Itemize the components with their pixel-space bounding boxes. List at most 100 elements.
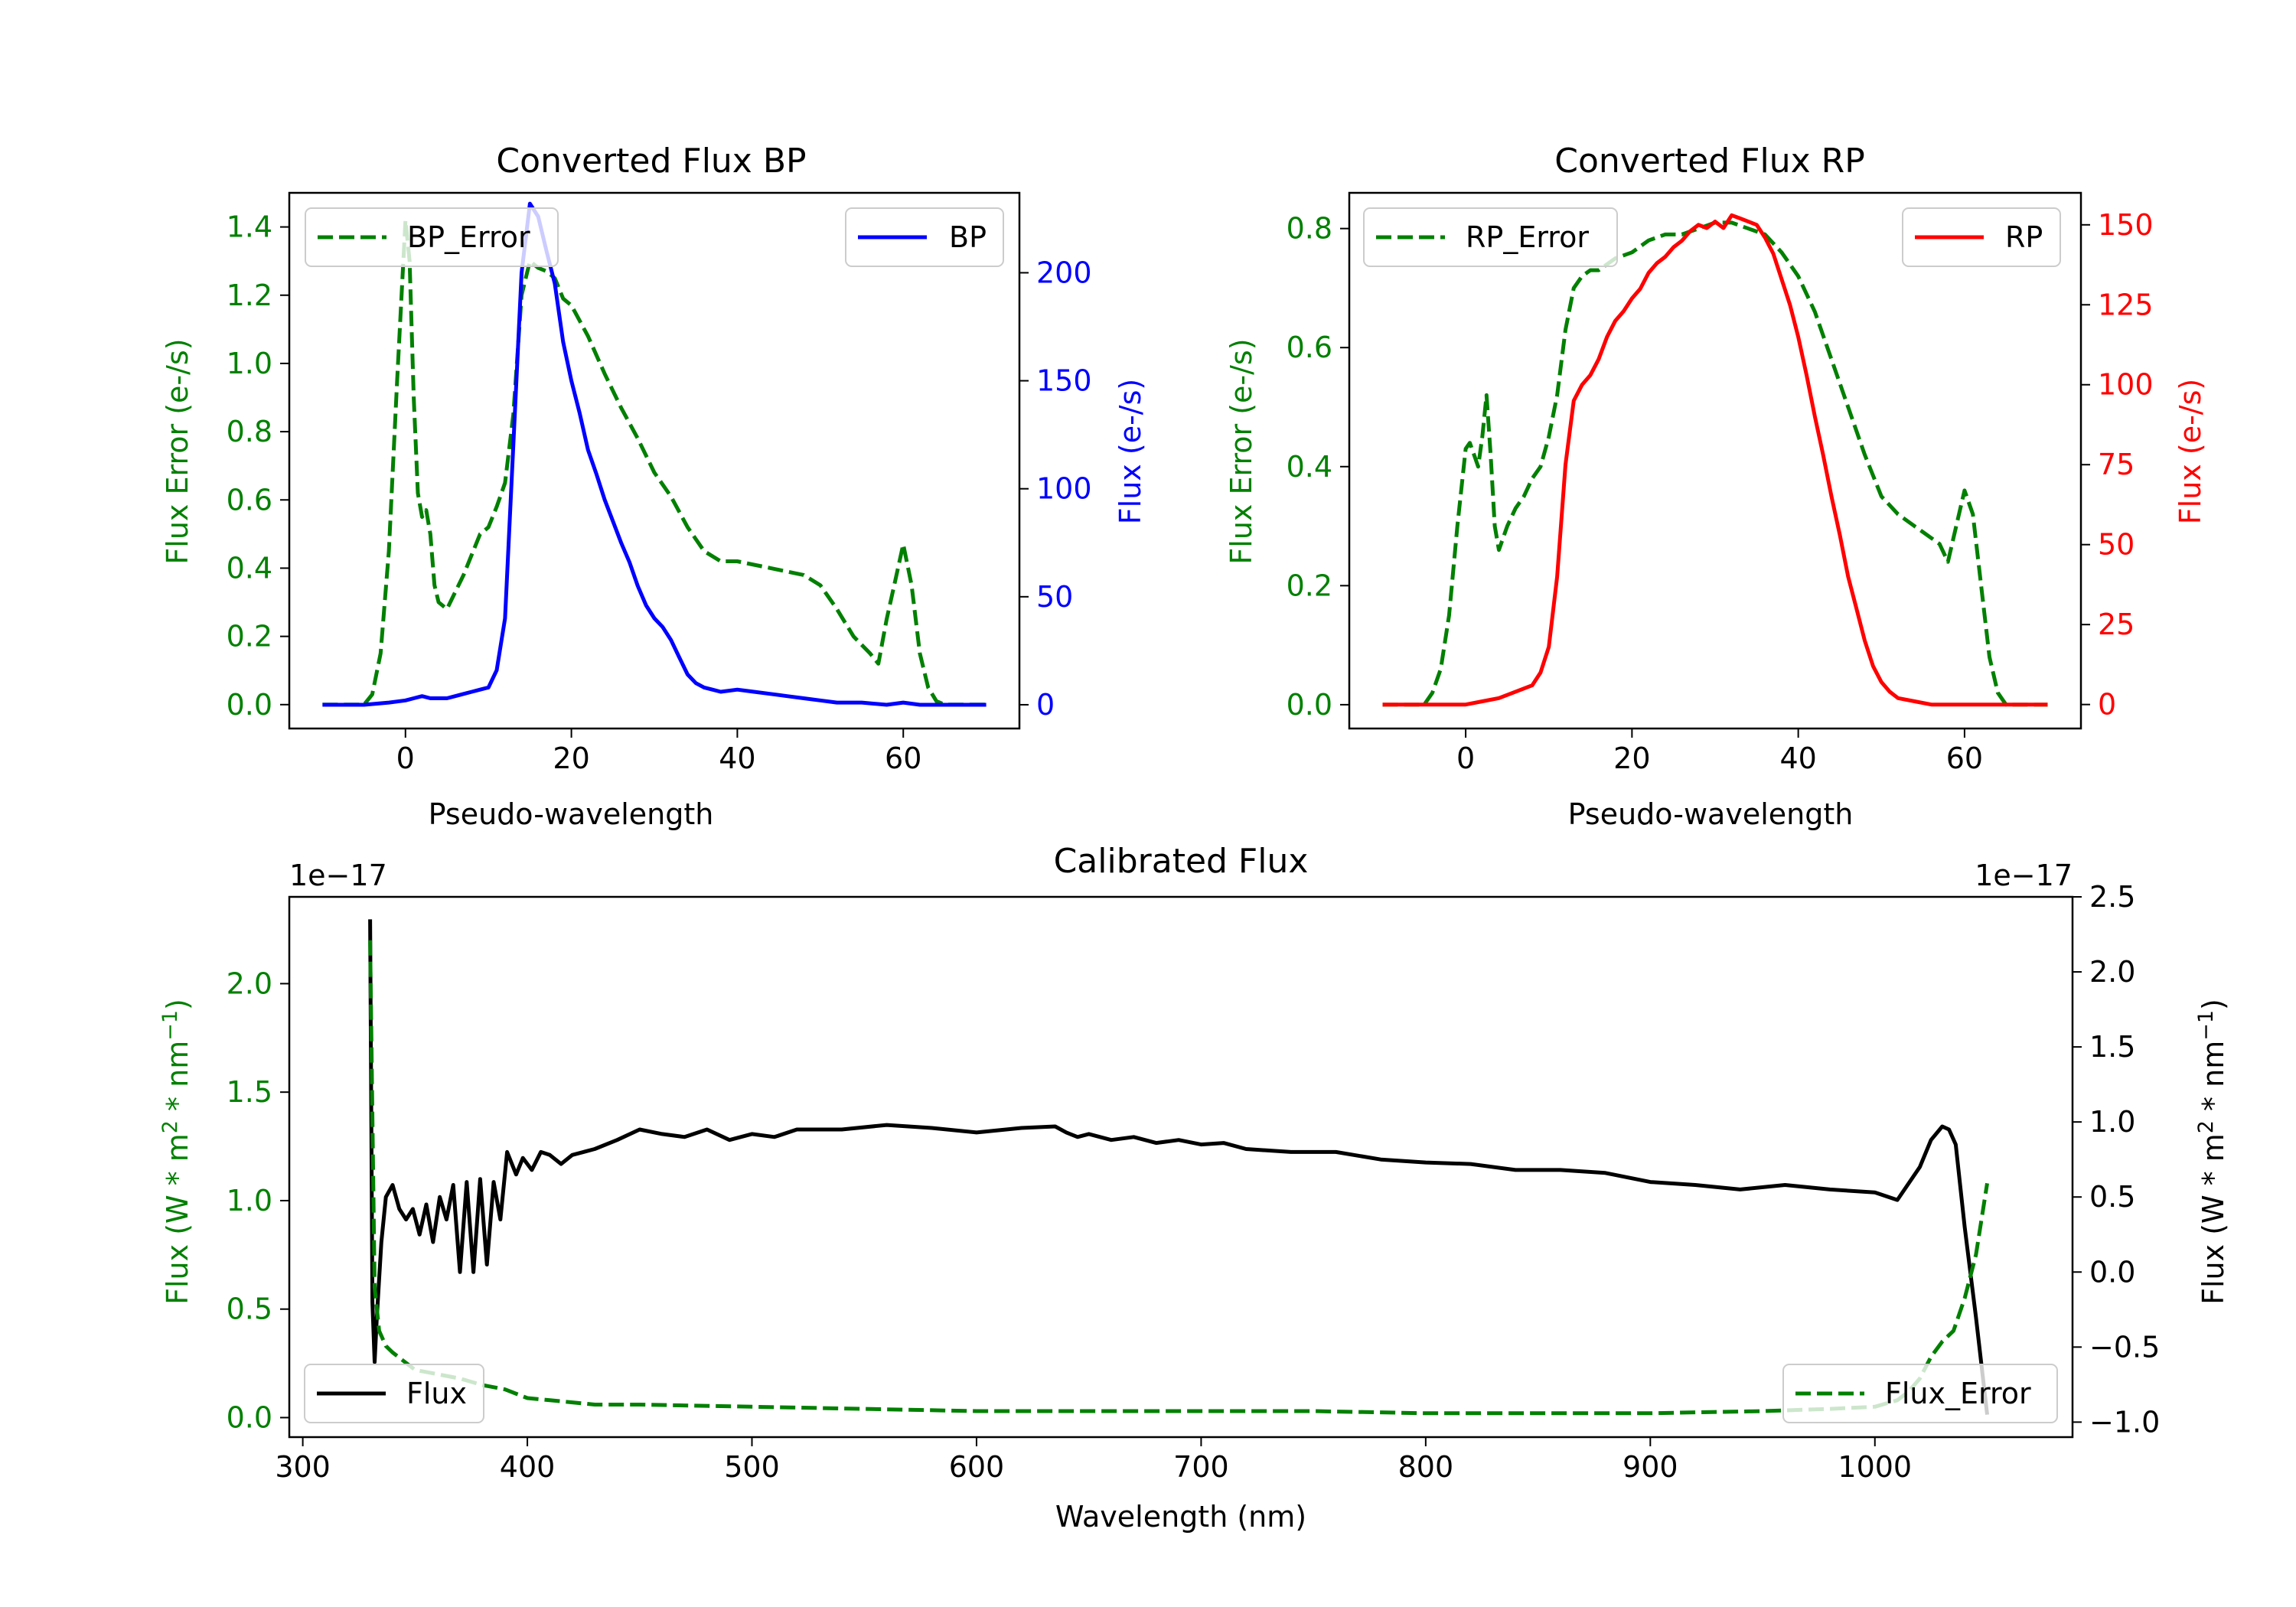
bp-left-tick-label-4: 0.8 (227, 415, 272, 448)
rp-legend-left-box (1363, 207, 1618, 267)
rp-flux-legend-label: RP (2005, 220, 2043, 254)
bp-chart-panel: Converted Flux BP Pseudo-wavelength Flux… (161, 142, 1147, 831)
rp-right-tick-label-0: 0 (2098, 688, 2116, 722)
rp-x-tick-label-0: 0 (1456, 742, 1475, 775)
rp-left-tick-label-2: 0.4 (1287, 450, 1332, 484)
rp-x-axis-label: Pseudo-wavelength (1568, 797, 1854, 831)
bp-x-tick-label-2: 40 (719, 742, 755, 775)
rp-right-tick-label-1: 25 (2098, 608, 2135, 641)
calibrated-chart-title: Calibrated Flux (1054, 842, 1309, 881)
bp-chart-title: Converted Flux BP (496, 142, 806, 181)
rp-legend-right: RP (1902, 207, 2061, 267)
bp-x-tick-label-1: 20 (553, 742, 589, 775)
rp-x-tick-label-1: 20 (1613, 742, 1650, 775)
rp-right-tick-label-6: 150 (2098, 208, 2154, 242)
rp-series-rp-error-line (1382, 220, 2048, 707)
cal-left-tick-label-3: 1.5 (227, 1075, 272, 1109)
bp-plot-frame (288, 191, 1021, 730)
bp-series-bp-error-line (322, 218, 987, 707)
bp-left-tick-label-6: 1.2 (227, 279, 272, 312)
bp-tick-group: 0 20 40 60 0.0 0.2 0.4 0.6 0.8 1.0 1.2 1.4 0 50 100 150… (227, 210, 1092, 775)
rp-error-legend-label: RP_Error (1466, 220, 1589, 254)
cal-series-flux-line (368, 919, 1989, 1415)
bp-right-axis-label: Flux (e-/s) (1114, 379, 1147, 524)
calibrated-tick-group: 300 400 500 600 700 800 900 1000 0.0 0.5 1.0 1.5 2.0… (227, 880, 2161, 1484)
bp-legend-right: BP (845, 207, 1004, 267)
cal-x-tick-label-1: 400 (500, 1450, 556, 1484)
bp-legend-left-box (305, 207, 559, 267)
bp-right-tick-label-2: 100 (1036, 472, 1092, 506)
cal-x-tick-label-6: 900 (1623, 1450, 1678, 1484)
cal-x-tick-label-4: 700 (1173, 1450, 1229, 1484)
cal-right-tick-label-4: 1.0 (2089, 1105, 2135, 1139)
rp-x-tick-label-2: 40 (1779, 742, 1816, 775)
rp-legend-left: RP_Error (1363, 207, 1618, 267)
bp-flux-legend-label: BP (949, 220, 987, 254)
calibrated-legend-right: Flux_Error (1782, 1364, 2058, 1423)
calibrated-right-axis-label: Flux (W * m2 * nm−1) (2194, 999, 2230, 1305)
rp-right-tick-label-2: 50 (2098, 528, 2135, 562)
cal-x-tick-label-2: 500 (724, 1450, 780, 1484)
rp-left-tick-label-1: 0.2 (1287, 569, 1332, 602)
rp-left-tick-label-3: 0.6 (1287, 331, 1332, 364)
rp-left-axis-label: Flux Error (e-/s) (1225, 338, 1258, 564)
calibrated-left-axis-label: Flux (W * m2 * nm−1) (158, 999, 194, 1305)
cal-x-tick-label-5: 800 (1398, 1450, 1454, 1484)
flux-legend-label: Flux (406, 1377, 467, 1410)
bp-right-tick-label-3: 150 (1036, 364, 1092, 398)
rp-series-group (1382, 213, 2048, 707)
cal-x-tick-label-7: 1000 (1838, 1450, 1912, 1484)
cal-left-tick-label-2: 1.0 (227, 1184, 272, 1217)
rp-right-axis-label: Flux (e-/s) (2174, 379, 2207, 524)
cal-x-tick-label-0: 300 (275, 1450, 331, 1484)
cal-right-tick-label-7: 2.5 (2089, 880, 2135, 914)
bp-left-axis-label: Flux Error (e-/s) (161, 338, 194, 564)
rp-tick-group: 0 20 40 60 0.0 0.2 0.4 0.6 0.8 0 25 50 75 100 125 150 (1287, 208, 2154, 775)
bp-right-tick-label-4: 200 (1036, 256, 1092, 289)
bp-left-tick-label-0: 0.0 (227, 688, 272, 722)
calibrated-legend-right-box (1782, 1364, 2058, 1423)
cal-right-tick-label-0: −1.0 (2089, 1405, 2160, 1439)
rp-right-tick-label-4: 100 (2098, 368, 2154, 402)
calibrated-legend-left: Flux (304, 1364, 484, 1423)
bp-left-tick-label-7: 1.4 (227, 210, 272, 244)
rp-right-tick-label-3: 75 (2098, 448, 2135, 481)
bp-left-tick-label-1: 0.2 (227, 620, 272, 654)
bp-series-group (322, 201, 987, 707)
cal-left-tick-label-1: 0.5 (227, 1292, 272, 1326)
rp-chart-panel: Converted Flux RP Pseudo-wavelength Flux… (1225, 142, 2207, 831)
calibrated-legend-left-box (304, 1364, 484, 1423)
rp-left-tick-label-0: 0.0 (1287, 688, 1332, 722)
cal-left-tick-label-0: 0.0 (227, 1400, 272, 1434)
calibrated-plot-frame (288, 895, 2074, 1439)
cal-right-tick-label-2: 0.0 (2089, 1255, 2135, 1289)
rp-right-tick-label-5: 125 (2098, 288, 2154, 321)
bp-left-tick-label-2: 0.4 (227, 551, 272, 585)
calibrated-left-offset-text: 1e−17 (289, 859, 387, 892)
calibrated-chart-panel: Calibrated Flux Wavelength (nm) 1e−17 1e… (158, 842, 2230, 1534)
bp-error-legend-label: BP_Error (407, 220, 530, 254)
bp-x-axis-label: Pseudo-wavelength (429, 797, 714, 831)
cal-right-tick-label-3: 0.5 (2089, 1180, 2135, 1214)
calibrated-right-offset-text: 1e−17 (1975, 859, 2073, 892)
rp-chart-title: Converted Flux RP (1554, 142, 1865, 181)
bp-left-tick-label-3: 0.6 (227, 483, 272, 517)
rp-x-tick-label-3: 60 (1946, 742, 1983, 775)
rp-plot-frame (1348, 191, 2082, 730)
bp-right-tick-label-1: 50 (1036, 580, 1073, 614)
rp-series-rp-line (1382, 213, 2048, 707)
bp-left-tick-label-5: 1.0 (227, 347, 272, 380)
bp-series-bp-line (322, 201, 987, 707)
cal-left-tick-label-4: 2.0 (227, 966, 272, 1000)
cal-right-tick-label-5: 1.5 (2089, 1030, 2135, 1064)
bp-right-tick-label-0: 0 (1036, 688, 1055, 722)
cal-right-tick-label-1: −0.5 (2089, 1330, 2160, 1364)
rp-left-tick-label-4: 0.8 (1287, 212, 1332, 246)
bp-legend-left: BP_Error (305, 207, 559, 267)
bp-x-tick-label-0: 0 (396, 742, 415, 775)
cal-x-tick-label-3: 600 (949, 1450, 1005, 1484)
flux-error-legend-label: Flux_Error (1885, 1377, 2031, 1410)
calibrated-x-axis-label: Wavelength (nm) (1055, 1500, 1306, 1534)
bp-x-tick-label-3: 60 (885, 742, 921, 775)
